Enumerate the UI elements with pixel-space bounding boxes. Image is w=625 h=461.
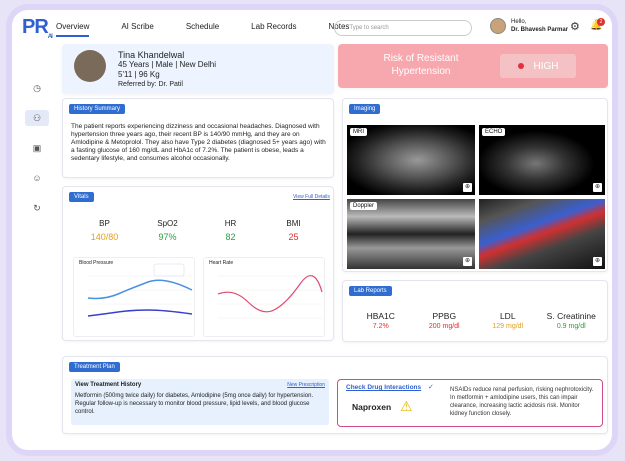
search-icon: ⌕: [341, 24, 345, 31]
app-frame: PRAI Overview AI Scribe Schedule Lab Rec…: [6, 4, 618, 456]
history-card: History Summary The patient reports expe…: [62, 98, 334, 178]
imaging-card: Imaging MRI ⊕ ECHO ⊕ Doppler ⊕ ⊕: [342, 98, 608, 272]
drug-name: Naproxen: [352, 402, 392, 412]
systolic-line: [87, 279, 193, 300]
user-name: Dr. Bhavesh Parmar: [511, 27, 569, 33]
notification-badge: 2: [597, 18, 605, 26]
patient-card: Tina Khandelwal 45 Years | Male | New De…: [62, 44, 334, 94]
check-icon: ✓: [428, 384, 434, 391]
vitals-card: Vitals View Full Details BP 140/80 SpO2 97…: [62, 186, 334, 341]
vital-bp: BP 140/80: [90, 219, 119, 242]
warning-icon: ⚠: [400, 398, 413, 414]
risk-level-badge: HIGH: [500, 54, 576, 78]
history-icon[interactable]: ↻: [33, 202, 41, 213]
doppler-image[interactable]: Doppler ⊕: [347, 199, 475, 269]
history-tag: History Summary: [69, 104, 126, 114]
new-prescription-link[interactable]: New Prescription: [287, 382, 325, 388]
history-text: The patient reports experiencing dizzine…: [71, 123, 326, 162]
chart-tooltip: [153, 263, 185, 277]
patient-photo: [74, 50, 106, 82]
bp-chart-svg: [87, 263, 193, 319]
labs-row: HBA1C 7.2% PPBG 200 mg/dl LDL 129 mg/dl S. …: [349, 311, 603, 330]
zoom-icon[interactable]: ⊕: [593, 257, 602, 266]
zoom-icon[interactable]: ⊕: [463, 183, 472, 192]
hr-chart-title: Heart Rate: [209, 260, 234, 266]
labs-tag: Lab Reports: [349, 286, 392, 296]
labs-card: Lab Reports HBA1C 7.2% PPBG 200 mg/dl LDL 1…: [342, 280, 608, 342]
vital-spo2: SpO2 97%: [157, 219, 178, 242]
risk-card: Risk of Resistant Hypertension HIGH: [338, 44, 608, 88]
tab-lab-records[interactable]: Lab Records: [251, 22, 297, 31]
patient-name: Tina Khandelwal: [118, 50, 185, 60]
tab-schedule[interactable]: Schedule: [185, 22, 220, 31]
hr-chart-svg: [217, 275, 323, 319]
vitals-tag: Vitals: [69, 192, 94, 202]
echo-label: ECHO: [482, 128, 506, 136]
user-greeting: Hello,: [511, 19, 527, 25]
lab-ppbg: PPBG 200 mg/dl: [428, 311, 460, 330]
vitals-row: BP 140/80 SpO2 97% HR 82 BMI 25: [73, 213, 325, 255]
tab-overview[interactable]: Overview: [56, 19, 90, 37]
treatment-text: Metformin (500mg twice daily) for diabet…: [75, 393, 314, 415]
view-full-details-link[interactable]: View Full Details: [293, 194, 330, 200]
bp-chart[interactable]: Blood Pressure: [73, 257, 195, 337]
drug-interaction-panel: Check Drug Interactions ✓ Naproxen ⚠ NSA…: [337, 379, 603, 427]
vital-hr: HR 82: [224, 219, 237, 242]
color-doppler-image[interactable]: ⊕: [479, 199, 605, 269]
gear-icon[interactable]: ⚙: [570, 21, 580, 33]
top-bar: PRAI Overview AI Scribe Schedule Lab Rec…: [12, 10, 612, 44]
user-menu[interactable]: Hello, Dr. Bhavesh Parmar: [490, 18, 568, 34]
sidebar: ◷ ⚇ ▣ ☺ ↻: [24, 80, 50, 216]
search-placeholder: Type to search: [349, 25, 389, 31]
avatar[interactable]: [490, 18, 506, 34]
diastolic-line: [87, 309, 193, 317]
patients-icon[interactable]: ⚇: [25, 110, 49, 126]
treatment-tag: Treatment Plan: [69, 362, 120, 372]
lab-ldl: LDL 129 mg/dl: [492, 311, 524, 330]
chat-icon[interactable]: ▣: [32, 142, 42, 153]
lab-hba1c: HBA1C 7.2%: [366, 311, 395, 330]
patient-measurements: 5'11 | 96 Kg: [118, 70, 160, 79]
bp-chart-title: Blood Pressure: [79, 260, 114, 266]
echo-image[interactable]: ECHO ⊕: [479, 125, 605, 195]
zoom-icon[interactable]: ⊕: [593, 183, 602, 192]
risk-title: Risk of Resistant Hypertension: [383, 53, 459, 77]
lab-creatinine: S. Creatinine 0.9 mg/dl: [546, 311, 596, 330]
search-input[interactable]: ⌕ Type to search: [334, 20, 472, 36]
risk-dot-icon: [517, 63, 524, 69]
imaging-tag: Imaging: [349, 104, 381, 114]
patient-referral: Referred by: Dr. Patil: [118, 81, 183, 88]
heart-rate-line: [217, 275, 323, 313]
vital-bmi: BMI 25: [286, 219, 301, 242]
doppler-label: Doppler: [350, 202, 378, 210]
treatment-card: Treatment Plan View Treatment History Ne…: [62, 356, 608, 434]
zoom-icon[interactable]: ⊕: [463, 257, 472, 266]
profile-icon[interactable]: ☺: [32, 173, 42, 183]
patient-demographics: 45 Years | Male | New Delhi: [118, 60, 216, 69]
mri-image[interactable]: MRI ⊕: [347, 125, 475, 195]
bell-icon[interactable]: 🔔: [590, 20, 603, 31]
app-logo[interactable]: PRAI: [22, 16, 53, 40]
hr-chart[interactable]: Heart Rate: [203, 257, 325, 337]
check-drug-interactions-link[interactable]: Check Drug Interactions: [346, 384, 422, 391]
main-nav: Overview AI Scribe Schedule Lab Records …: [56, 19, 381, 37]
dashboard-icon[interactable]: ◷: [33, 82, 41, 93]
treatment-history-title[interactable]: View Treatment History: [75, 382, 142, 388]
risk-level: HIGH: [533, 60, 559, 72]
tab-ai-scribe[interactable]: AI Scribe: [121, 22, 154, 31]
treatment-history-panel: View Treatment History New Prescription …: [71, 379, 329, 425]
mri-label: MRI: [350, 128, 367, 136]
drug-interaction-text: NSAIDs reduce renal perfusion, risking n…: [450, 387, 594, 417]
